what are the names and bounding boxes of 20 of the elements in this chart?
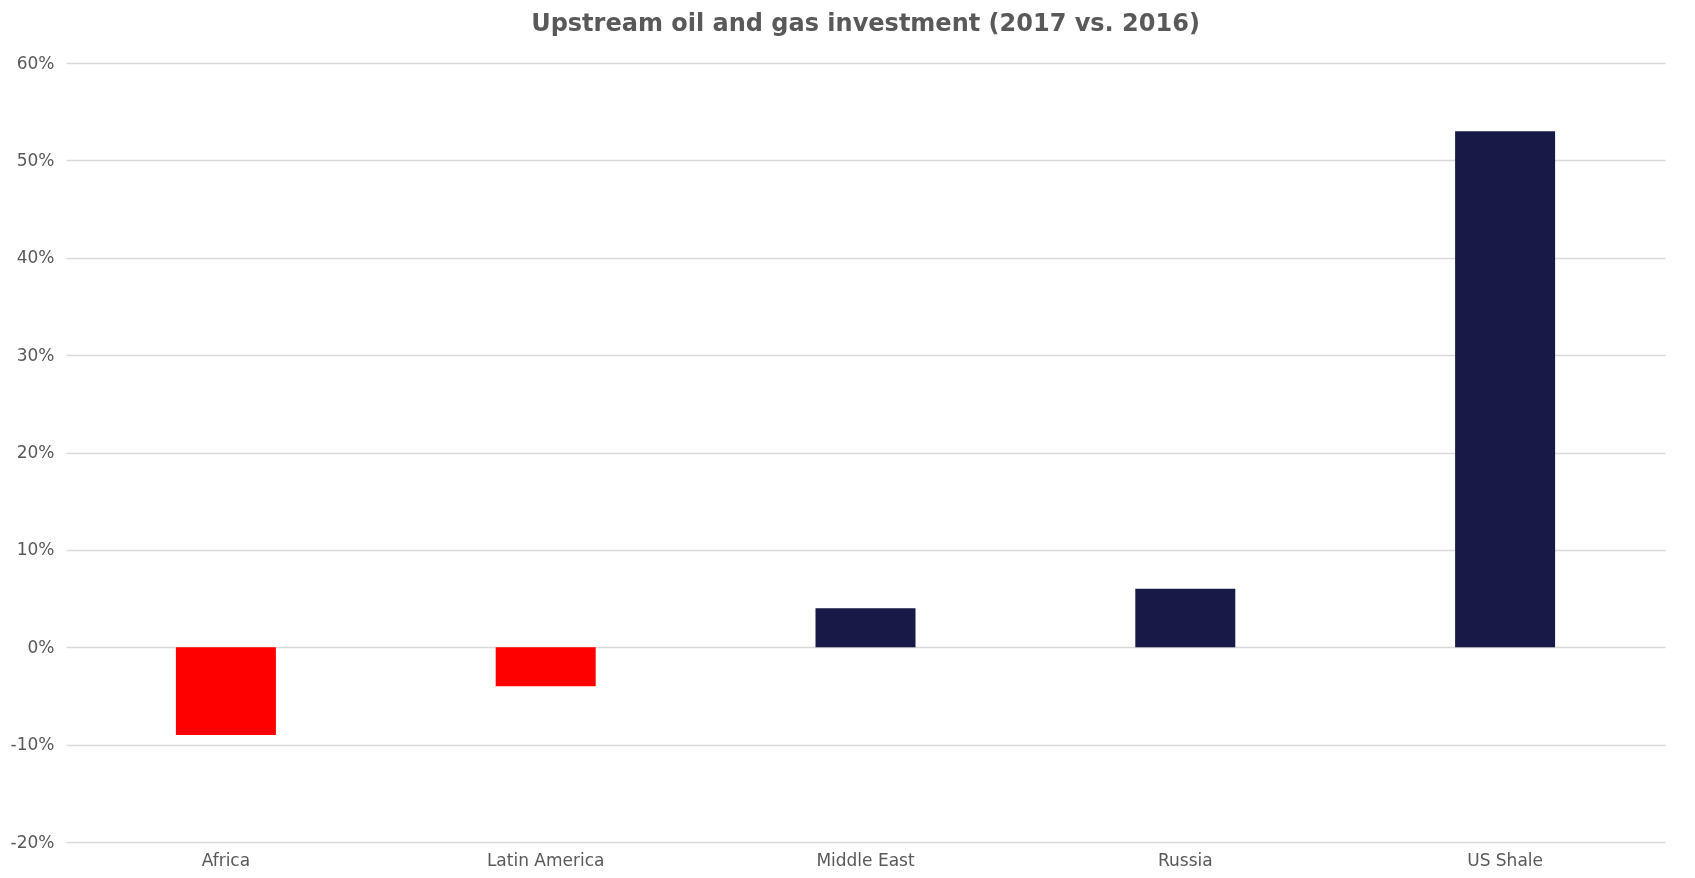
y-tick-label: 20% bbox=[16, 442, 55, 462]
y-tick-label: 60% bbox=[16, 52, 55, 73]
bar bbox=[1135, 588, 1236, 648]
bar bbox=[495, 647, 596, 687]
x-tick-label: Africa bbox=[201, 849, 251, 870]
bar bbox=[815, 608, 916, 648]
x-tick-label: US Shale bbox=[1467, 849, 1544, 870]
y-tick-label: 10% bbox=[16, 539, 55, 560]
y-tick-label: -20% bbox=[10, 831, 55, 852]
y-tick-label: 0% bbox=[27, 636, 55, 657]
x-tick-label: Middle East bbox=[816, 849, 915, 870]
bar bbox=[175, 647, 276, 735]
chart-title: Upstream oil and gas investment (2017 vs. 2016) bbox=[531, 9, 1200, 37]
y-tick-label: 50% bbox=[16, 149, 55, 170]
y-tick-label: 30% bbox=[16, 344, 55, 365]
y-tick-label: 40% bbox=[16, 247, 55, 268]
x-tick-label: Russia bbox=[1157, 849, 1213, 870]
x-tick-label: Latin America bbox=[486, 849, 605, 870]
bar bbox=[1455, 131, 1556, 648]
y-tick-label: -10% bbox=[10, 734, 55, 755]
